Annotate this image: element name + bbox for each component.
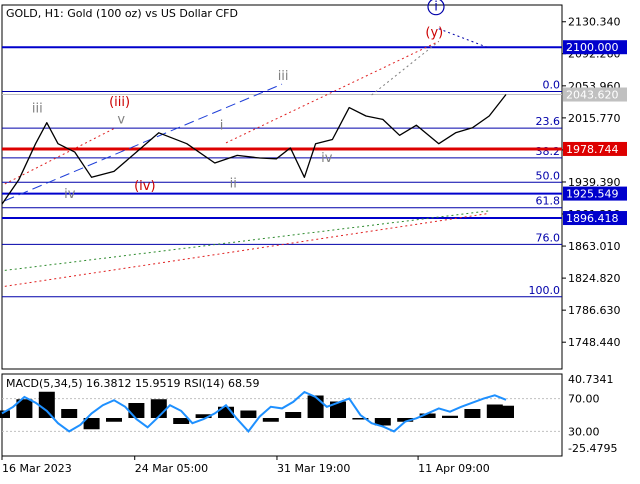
trend-line (4, 212, 490, 287)
time-axis-label: 24 Mar 05:00 (135, 462, 208, 475)
price-tick-label: 1786.630 (568, 304, 621, 317)
level-badges: 2100.000 1978.744 1925.549 1896.418 2043.620 (563, 40, 627, 226)
wave-label: (iii) (109, 95, 130, 110)
price-level-badge (563, 141, 627, 156)
indicator-scale-label: 70.00 (568, 393, 600, 406)
fib-level-label: 50.0 (536, 169, 561, 182)
price-line (1, 94, 507, 205)
wave-label: iv (64, 187, 76, 202)
trend-line (371, 40, 440, 96)
wave-label: iv (321, 151, 333, 166)
current-price-label: 2043.620 (566, 89, 619, 102)
macd-bar (61, 409, 78, 418)
fib-level-label: 100.0 (529, 284, 561, 297)
price-level-badge-label: 1925.549 (566, 188, 619, 201)
indicator-scale-label: 40.7341 (568, 373, 614, 386)
macd-bar (240, 410, 257, 418)
macd-bar (464, 409, 481, 418)
wave-label: iii (32, 102, 43, 117)
indicator-scale: 40.7341 70.00 30.00 -25.4795 (568, 373, 617, 455)
macd-bar (498, 405, 514, 418)
price-level-badge (563, 186, 627, 201)
fibonacci-levels: 0.0 23.6 38.2 50.0 61.8 76.0 100.0 (2, 79, 562, 298)
wave-label: (iv) (134, 179, 155, 194)
price-tick-label: 1748.440 (568, 336, 621, 349)
fib-level-label: 76.0 (536, 231, 561, 244)
price-tick-label: 1939.390 (568, 176, 621, 189)
macd-bar (262, 418, 279, 422)
macd-bar (374, 418, 391, 426)
macd-bar (285, 412, 302, 418)
macd-bar (173, 418, 190, 424)
macd-bar (419, 413, 436, 418)
wave-label: i (220, 118, 224, 133)
fib-level-label: 0.0 (543, 79, 561, 92)
rsi-line-layer (1, 390, 507, 433)
wave-label: i (434, 0, 438, 15)
indicator-panel: 40.7341 70.00 30.00 -25.4795 MACD(5,34,5) 1… (0, 373, 617, 457)
trend-lines (4, 28, 490, 287)
trend-line (4, 83, 283, 202)
wave-label: ii (230, 176, 237, 191)
price-series (1, 94, 507, 205)
price-panel-frame (1, 4, 563, 370)
trend-line (4, 210, 490, 271)
price-level-badge-label: 1978.744 (566, 143, 619, 156)
price-level-badge (563, 211, 627, 226)
current-price-badge (563, 87, 627, 102)
fib-level-label: 23.6 (536, 115, 561, 128)
macd-bar (83, 418, 100, 430)
wave-label: iii (278, 69, 289, 84)
macd-bar (307, 395, 324, 418)
rsi-line (1, 390, 507, 433)
price-scale: 2130.3402092.2602053.9602015.7701977.560… (562, 16, 621, 349)
indicator-scale-label: -25.4795 (568, 442, 617, 455)
wave-label: (y) (425, 25, 443, 40)
price-level-badge-label: 2100.000 (566, 41, 619, 54)
macd-bar (0, 410, 10, 418)
macd-bar (128, 403, 145, 418)
time-axis-label: 31 Mar 19:00 (277, 462, 350, 475)
price-tick-label: 1863.010 (568, 240, 621, 253)
price-panel: 2130.3402092.2602053.9602015.7701977.560… (1, 0, 627, 370)
macd-bar (442, 415, 458, 418)
indicator-scale-label: 30.00 (568, 425, 600, 438)
macd-bar (195, 414, 212, 418)
macd-bar (106, 418, 122, 422)
trend-line (438, 28, 490, 49)
horizontal-levels (2, 46, 562, 220)
price-level-badge-label: 1896.418 (566, 212, 619, 225)
macd-bar (330, 401, 346, 418)
price-tick-label: 2015.770 (568, 112, 621, 125)
price-level-badge (563, 40, 627, 55)
price-tick-label: 2130.340 (568, 16, 621, 29)
chart-title: GOLD, H1: Gold (100 oz) vs US Dollar CFD (6, 7, 238, 20)
wave-label-circle (427, 0, 445, 16)
indicator-gridlines (2, 398, 562, 432)
macd-bar (397, 418, 414, 422)
trend-line (225, 40, 440, 144)
price-tick-label: 1824.820 (568, 272, 621, 285)
macd-bar (218, 406, 234, 418)
indicator-title: MACD(5,34,5) 16.3812 15.9519 RSI(14) 68.… (6, 377, 259, 390)
time-axis: 16 Mar 2023 24 Mar 05:00 31 Mar 19:00 11 Ap… (1, 456, 490, 475)
time-axis-label: 11 Apr 09:00 (418, 462, 490, 475)
fib-level-label: 38.2 (536, 145, 561, 158)
trend-line (4, 128, 115, 185)
macd-bar (16, 399, 33, 418)
time-axis-label: 16 Mar 2023 (2, 462, 72, 475)
macd-bar (352, 418, 369, 420)
macd-bar (38, 391, 55, 418)
wave-label: v (117, 113, 125, 128)
fib-level-label: 61.8 (536, 195, 561, 208)
